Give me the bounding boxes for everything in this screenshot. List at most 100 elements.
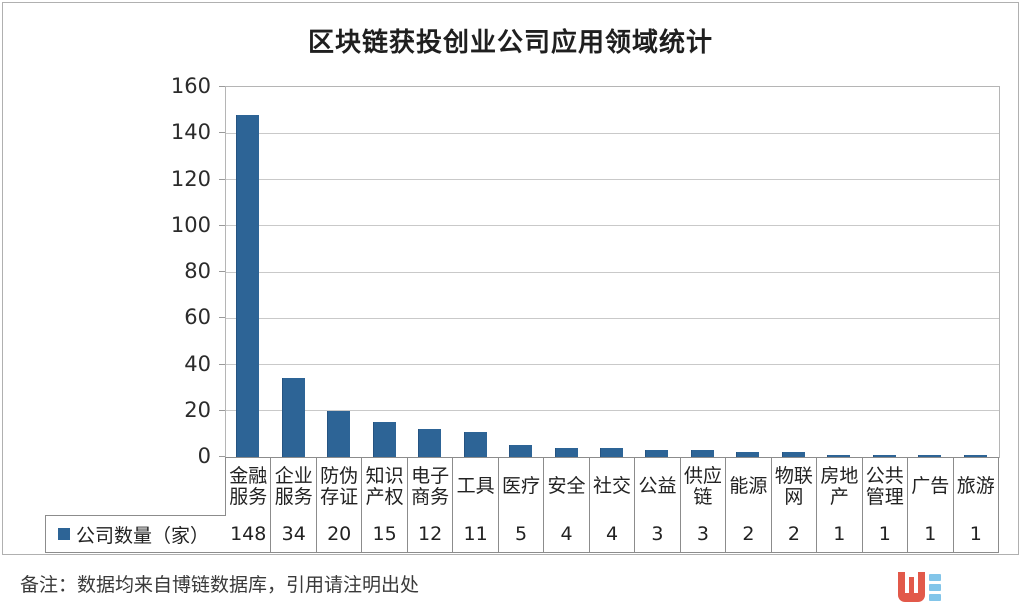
bolian-logo-icon [898,572,954,603]
bar [963,455,987,457]
category-cell: 工具 [453,458,499,515]
category-cell: 电子商务 [408,458,454,515]
value-cell: 4 [544,515,590,552]
y-axis-tick [219,456,225,457]
y-axis-tick-label: 140 [170,120,211,145]
y-axis-tick [219,317,225,319]
value-cell: 34 [271,515,317,552]
bar [236,115,260,457]
category-cell: 供应链 [681,458,727,515]
logo-list-bar [929,584,941,591]
value-cell: 1 [969,522,982,545]
logo-list-bar [929,594,941,601]
gridline [226,317,999,319]
bar-column [816,87,861,457]
value-cell: 1 [908,515,954,552]
bars-series [225,87,998,457]
gridline [226,225,999,227]
category-cell: 公益 [635,458,681,515]
y-axis-tick [219,224,225,226]
value-cell: 12 [408,515,454,552]
logo-gap [905,572,909,593]
y-axis-tick [219,363,225,365]
value-row: 148 34 20 15 12 11 5 4 4 3 3 2 2 1 1 1 1 [225,515,999,553]
category-cell: 防伪存证 [317,458,363,515]
bar [645,450,669,457]
bar-column [498,87,543,457]
bar [509,445,533,457]
category-cell: 安全 [544,458,590,515]
y-axis-tick-label: 20 [184,397,211,422]
category-cell: 金融服务 [226,458,272,515]
category-header-row: 金融服务 企业服务 防伪存证 知识产权 电子商务 工具 医疗 安全 社交 公益 供应链 能源 物联网 房地… [225,457,999,516]
bar [372,422,396,457]
bar-column [225,87,270,457]
category-cell: 知识产权 [362,458,408,515]
bar-column [407,87,452,457]
legend-cell: 公司数量（家） [45,515,226,553]
y-axis-tick [219,409,225,411]
y-axis-tick-label: 0 [197,444,211,468]
value-cell: 2 [772,515,818,552]
y-axis-tick-label: 40 [184,351,211,376]
y-axis-tick [219,86,225,87]
bar-column [543,87,588,457]
chart-title: 区块链获投创业公司应用领域统计 [307,28,713,58]
gridline [226,410,999,412]
value-cell: 15 [362,515,408,552]
legend-swatch-icon [58,528,70,540]
bar-column [907,87,952,457]
value-cell: 5 [499,515,545,552]
bar [554,448,578,457]
y-axis-tick-label: 60 [184,305,211,330]
bar-column [680,87,725,457]
bar-column [270,87,315,457]
category-cell: 企业服务 [271,458,317,515]
category-cell: 物联网 [772,458,818,515]
bar [781,452,805,457]
category-cell: 旅游 [956,475,995,497]
value-cell: 2 [726,515,772,552]
category-cell: 社交 [590,458,636,515]
legend-label: 公司数量（家） [76,524,210,547]
logo-w-glyph [898,572,925,602]
value-cell: 1 [863,515,909,552]
bar [281,378,305,457]
category-cell: 能源 [726,458,772,515]
value-cell: 148 [226,515,272,552]
bar-column [634,87,679,457]
bar-column [452,87,497,457]
bar-column [862,87,907,457]
category-cell: 房地产 [817,458,863,515]
logo-gap [914,572,918,593]
footnote: 备注：数据均来自博链数据库，引用请注明出处 [20,574,420,596]
value-cell: 20 [317,515,363,552]
gridline [226,271,999,273]
bar-column [589,87,634,457]
plot-area [225,86,1000,458]
category-cell: 广告 [908,458,954,515]
value-cell: 1 [817,515,863,552]
bar [463,432,487,457]
y-axis-tick-label: 80 [184,259,211,283]
bar [827,455,851,457]
bar-column [361,87,406,457]
y-axis-tick [219,271,225,272]
value-cell: 4 [590,515,636,552]
bar [418,429,442,457]
gridline [226,132,999,134]
y-axis-tick [219,178,225,180]
bar-column [771,87,816,457]
bar [736,452,760,457]
bar [872,455,896,457]
y-axis-tick-label: 160 [170,74,211,98]
y-axis-tick-label: 100 [170,212,211,237]
value-cell: 11 [453,515,499,552]
value-cell: 3 [635,515,681,552]
bar-column [316,87,361,457]
bar-column [953,87,998,457]
gridline [226,179,999,180]
logo-gap [905,572,918,577]
value-cell: 3 [681,515,727,552]
